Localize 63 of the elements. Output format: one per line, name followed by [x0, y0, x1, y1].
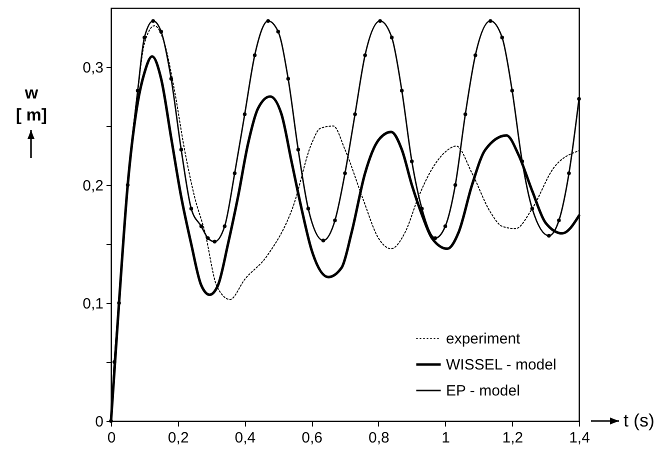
point: [126, 183, 130, 187]
point: [109, 419, 113, 423]
y-tick-label: 0,2: [82, 178, 104, 194]
point: [520, 160, 524, 164]
point: [252, 53, 257, 58]
point: [242, 112, 247, 116]
x-axis-title: t (s): [624, 410, 654, 430]
point: [286, 76, 290, 81]
point: [159, 30, 164, 34]
x-tick-label: 0,2: [168, 430, 189, 446]
point: [510, 88, 514, 92]
x-tick-label: 0,8: [368, 430, 390, 446]
x-tick-label: 0,4: [234, 430, 256, 446]
legend-label: experiment: [446, 330, 522, 348]
point: [530, 206, 534, 210]
point: [433, 236, 438, 240]
legend-label: EP - model: [446, 382, 520, 400]
x-tick-label: 0: [107, 430, 116, 446]
y-tick-label: 0: [95, 414, 104, 430]
point: [276, 30, 280, 34]
point: [488, 19, 492, 23]
point: [306, 206, 310, 210]
point: [453, 183, 458, 187]
point: [117, 301, 121, 305]
point: [232, 171, 237, 176]
point: [266, 19, 270, 23]
point: [321, 238, 326, 242]
y-tick-label: 0,3: [82, 60, 104, 76]
point: [567, 171, 571, 176]
point: [206, 236, 210, 240]
point: [112, 360, 116, 364]
point: [199, 224, 204, 228]
point: [151, 19, 155, 23]
point: [420, 206, 424, 210]
point: [296, 148, 300, 152]
point: [400, 88, 404, 92]
point: [443, 224, 448, 228]
y-tick-label: 0,1: [82, 296, 104, 312]
point: [212, 240, 216, 244]
y-axis-title: w [ m]: [16, 84, 48, 124]
point: [410, 160, 414, 164]
point: [500, 36, 504, 40]
point: [343, 171, 347, 176]
x-tick-label: 1,2: [502, 430, 524, 446]
point: [169, 76, 174, 81]
point: [363, 53, 367, 58]
legend-label: WISSEL - model: [446, 356, 556, 374]
point: [189, 206, 194, 210]
point: [557, 218, 561, 222]
point: [142, 36, 146, 40]
point: [547, 234, 551, 238]
point: [333, 218, 337, 222]
x-tick-label: 1,4: [569, 430, 590, 446]
x-tick-label: 1: [442, 430, 450, 446]
point: [222, 224, 227, 228]
point: [577, 96, 581, 101]
point: [463, 112, 468, 116]
point: [474, 53, 478, 58]
point: [179, 148, 184, 152]
point: [390, 36, 394, 40]
point: [353, 112, 357, 116]
point: [378, 19, 382, 23]
x-tick-label: 0,6: [302, 430, 322, 446]
